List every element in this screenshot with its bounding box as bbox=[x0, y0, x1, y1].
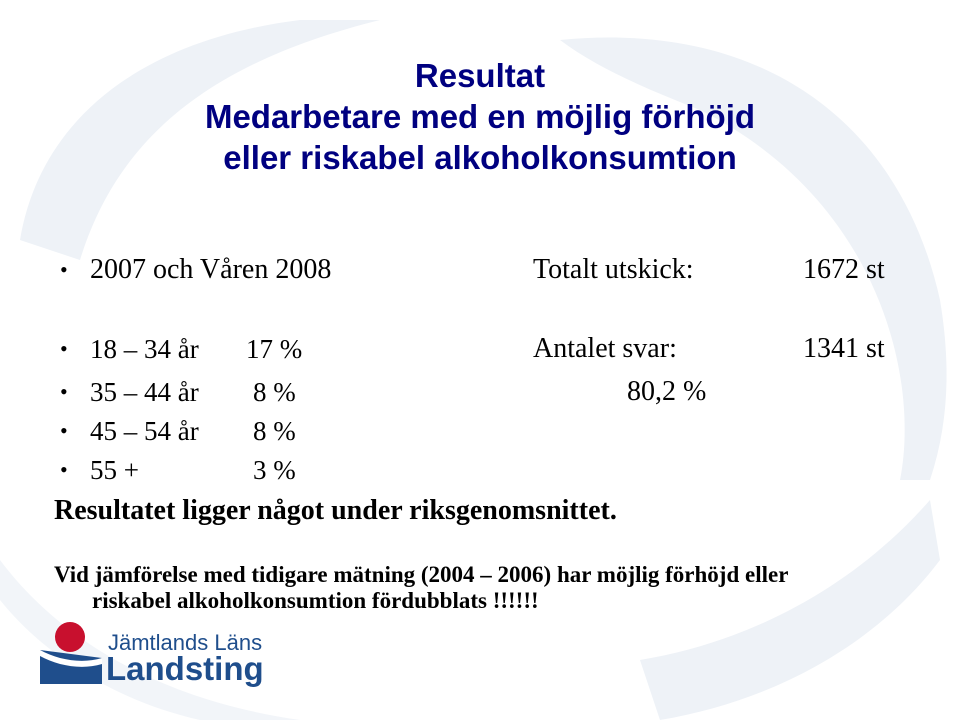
answers-label: Antalet svar: bbox=[533, 333, 677, 364]
age-range-2: 35 – 44 år bbox=[90, 377, 199, 407]
comparison-line-1: Vid jämförelse med tidigare mätning (200… bbox=[54, 562, 789, 587]
bullet: • bbox=[60, 257, 68, 282]
title-line-2: Medarbetare med en möjlig förhöjd bbox=[204, 98, 756, 135]
bullet: • bbox=[60, 418, 68, 443]
logo-mark-icon bbox=[40, 622, 102, 684]
total-value: 1672 st bbox=[803, 254, 885, 285]
jamtlands-lans-landsting-logo: Jämtlands Läns Landsting bbox=[38, 620, 264, 692]
age-pct-1: 17 % bbox=[246, 334, 303, 364]
conclusion-text: Resultatet ligger något under riksgenoms… bbox=[54, 495, 617, 526]
answers-value: 1341 st bbox=[803, 333, 885, 364]
age-pct-2: 8 % bbox=[253, 377, 296, 407]
period-text: 2007 och Våren 2008 bbox=[90, 254, 332, 285]
age-range-4: 55 + bbox=[90, 455, 139, 485]
logo-line-1: Jämtlands Läns bbox=[108, 630, 263, 655]
total-label: Totalt utskick: bbox=[533, 254, 694, 285]
age-pct-3: 8 % bbox=[253, 416, 296, 446]
bullet: • bbox=[60, 379, 68, 404]
title-line-1: Resultat bbox=[414, 57, 546, 94]
title-line-3: eller riskabel alkoholkonsumtion bbox=[223, 139, 737, 176]
age-pct-4: 3 % bbox=[253, 455, 296, 485]
age-range-3: 45 – 54 år bbox=[90, 416, 199, 446]
comparison-line-2: riskabel alkoholkonsumtion fördubblats !… bbox=[92, 588, 539, 613]
response-rate: 80,2 % bbox=[627, 376, 707, 407]
age-range-1: 18 – 34 år bbox=[90, 334, 199, 364]
page-title: Resultat Medarbetare med en möjlig förhö… bbox=[0, 55, 960, 178]
logo-line-2: Landsting bbox=[106, 650, 264, 687]
bullet: • bbox=[60, 336, 68, 361]
bullet: • bbox=[60, 457, 68, 482]
